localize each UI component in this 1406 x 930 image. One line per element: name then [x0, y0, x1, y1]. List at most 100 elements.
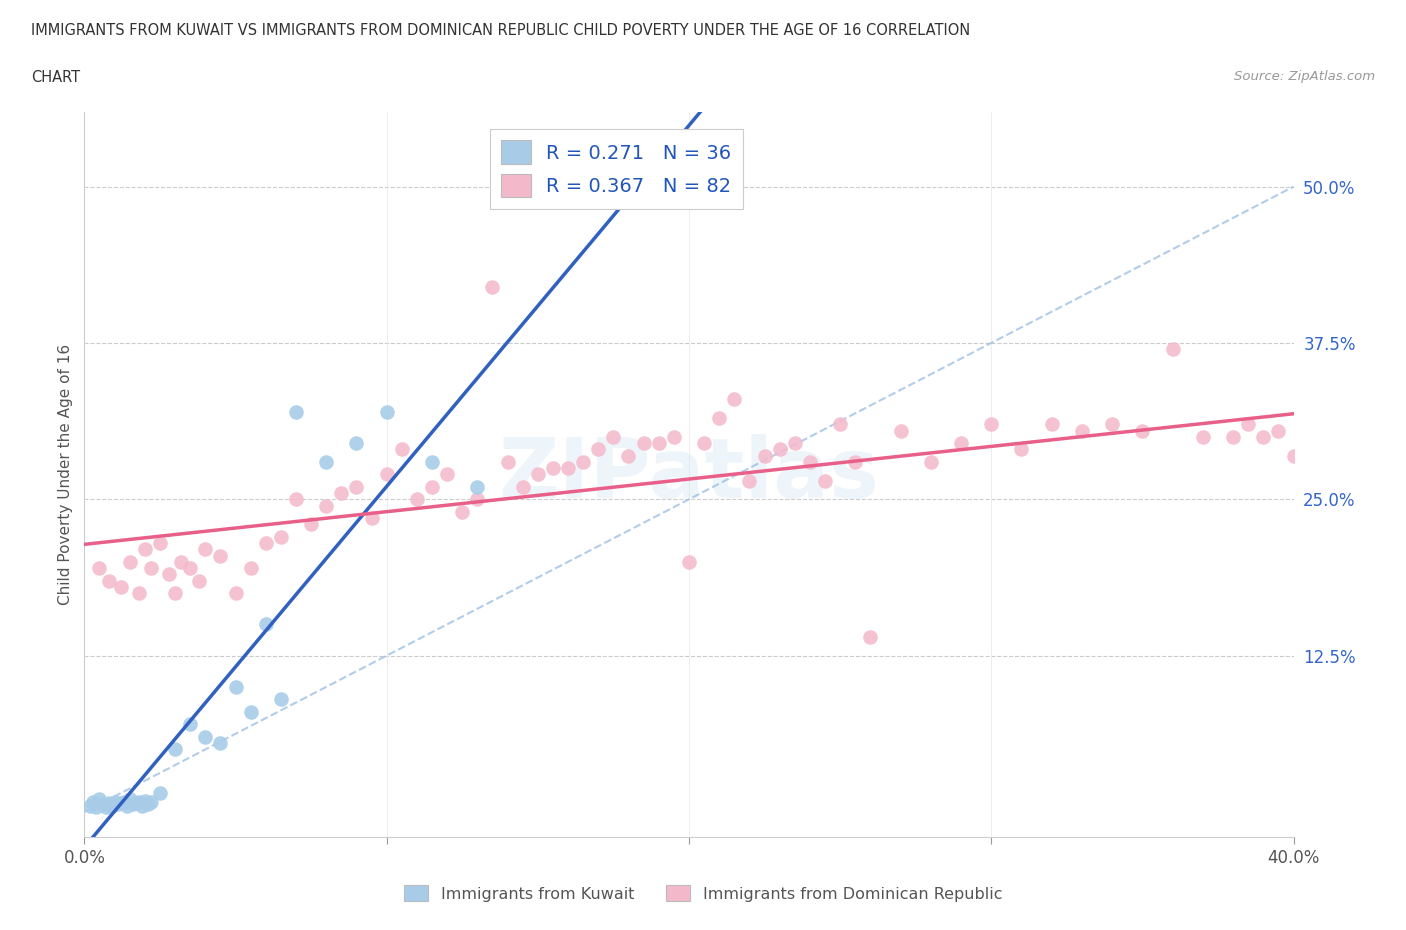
- Point: [1327, 423, 1350, 438]
- Point: [104, 794, 127, 809]
- Point: [121, 797, 143, 812]
- Text: ZIPatlas: ZIPatlas: [499, 433, 879, 515]
- Point: [270, 692, 292, 707]
- Point: [723, 392, 745, 406]
- Point: [149, 536, 172, 551]
- Point: [1388, 430, 1406, 445]
- Point: [391, 442, 413, 457]
- Point: [1282, 448, 1305, 463]
- Point: [512, 479, 534, 494]
- Point: [557, 460, 579, 475]
- Point: [225, 586, 247, 601]
- Point: [89, 792, 111, 807]
- Point: [572, 455, 595, 470]
- Point: [693, 435, 716, 450]
- Point: [709, 410, 731, 425]
- Point: [149, 786, 172, 801]
- Point: [1040, 417, 1063, 432]
- Point: [134, 793, 156, 808]
- Point: [188, 573, 211, 588]
- Point: [783, 435, 806, 450]
- Point: [285, 405, 308, 419]
- Point: [157, 567, 180, 582]
- Point: [496, 455, 519, 470]
- Point: [179, 561, 201, 576]
- Point: [97, 796, 120, 811]
- Point: [209, 736, 232, 751]
- Point: [588, 442, 610, 457]
- Point: [1237, 417, 1260, 432]
- Point: [1253, 430, 1275, 445]
- Point: [91, 797, 114, 812]
- Point: [436, 467, 458, 482]
- Text: CHART: CHART: [31, 70, 80, 85]
- Point: [285, 492, 308, 507]
- Point: [194, 729, 217, 744]
- Point: [1298, 417, 1320, 432]
- Point: [346, 435, 368, 450]
- Point: [139, 794, 162, 809]
- Point: [225, 680, 247, 695]
- Point: [844, 455, 866, 470]
- Legend: R = 0.271   N = 36, R = 0.367   N = 82: R = 0.271 N = 36, R = 0.367 N = 82: [489, 128, 742, 209]
- Point: [890, 423, 912, 438]
- Point: [107, 797, 129, 812]
- Point: [1161, 342, 1184, 357]
- Point: [346, 479, 368, 494]
- Point: [527, 467, 550, 482]
- Point: [315, 455, 337, 470]
- Point: [1343, 435, 1365, 450]
- Point: [118, 792, 141, 807]
- Point: [859, 630, 882, 644]
- Point: [134, 542, 156, 557]
- Point: [1071, 423, 1094, 438]
- Point: [1011, 442, 1033, 457]
- Point: [112, 794, 135, 809]
- Point: [128, 586, 150, 601]
- Point: [1403, 417, 1406, 432]
- Point: [1267, 423, 1289, 438]
- Point: [239, 705, 262, 720]
- Point: [375, 467, 398, 482]
- Point: [100, 798, 122, 813]
- Point: [299, 517, 322, 532]
- Legend: Immigrants from Kuwait, Immigrants from Dominican Republic: Immigrants from Kuwait, Immigrants from …: [398, 879, 1008, 908]
- Point: [179, 717, 201, 732]
- Point: [1101, 417, 1123, 432]
- Text: IMMIGRANTS FROM KUWAIT VS IMMIGRANTS FROM DOMINICAN REPUBLIC CHILD POVERTY UNDER: IMMIGRANTS FROM KUWAIT VS IMMIGRANTS FRO…: [31, 23, 970, 38]
- Point: [420, 479, 443, 494]
- Point: [128, 794, 150, 809]
- Point: [118, 554, 141, 569]
- Point: [139, 561, 162, 576]
- Point: [481, 279, 503, 294]
- Point: [194, 542, 217, 557]
- Point: [360, 511, 382, 525]
- Point: [136, 797, 159, 812]
- Point: [467, 492, 489, 507]
- Point: [769, 442, 792, 457]
- Point: [86, 800, 108, 815]
- Point: [950, 435, 973, 450]
- Point: [315, 498, 337, 513]
- Point: [1313, 430, 1336, 445]
- Point: [754, 448, 776, 463]
- Point: [79, 798, 101, 813]
- Point: [648, 435, 671, 450]
- Point: [115, 798, 138, 813]
- Y-axis label: Child Poverty Under the Age of 16: Child Poverty Under the Age of 16: [58, 344, 73, 604]
- Point: [617, 448, 640, 463]
- Point: [110, 796, 132, 811]
- Point: [239, 561, 262, 576]
- Point: [209, 548, 232, 563]
- Point: [420, 455, 443, 470]
- Point: [738, 473, 761, 488]
- Point: [541, 460, 564, 475]
- Point: [451, 504, 474, 519]
- Text: Source: ZipAtlas.com: Source: ZipAtlas.com: [1234, 70, 1375, 83]
- Point: [165, 586, 187, 601]
- Point: [467, 479, 489, 494]
- Point: [125, 796, 148, 811]
- Point: [678, 554, 700, 569]
- Point: [799, 455, 821, 470]
- Point: [254, 617, 277, 631]
